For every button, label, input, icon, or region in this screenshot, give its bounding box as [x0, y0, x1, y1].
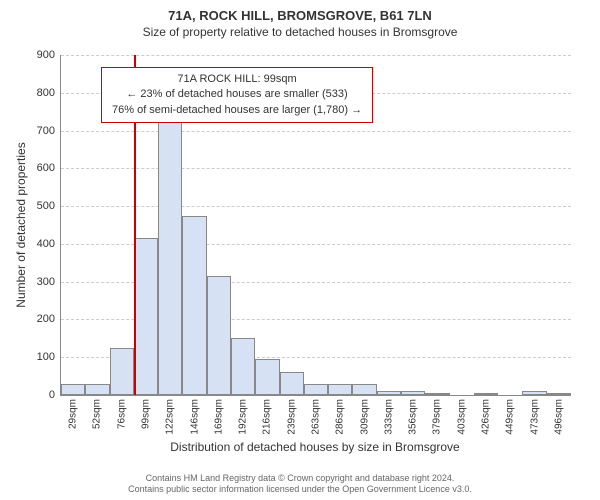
x-tick-label: 496sqm [553, 395, 564, 435]
info-box-line-2: ← 23% of detached houses are smaller (53… [112, 87, 362, 102]
footer-line-2: Contains public sector information licen… [0, 484, 600, 496]
x-tick-label: 473sqm [529, 395, 540, 435]
x-tick-label: 52sqm [92, 395, 103, 429]
histogram-bar [304, 384, 328, 395]
grid-line [61, 168, 571, 169]
x-tick-label: 239sqm [286, 395, 297, 435]
y-tick-label: 100 [37, 351, 61, 363]
info-box: 71A ROCK HILL: 99sqm← 23% of detached ho… [101, 67, 373, 123]
y-tick-label: 200 [37, 313, 61, 325]
histogram-bar [61, 384, 85, 395]
x-tick-label: 263sqm [311, 395, 322, 435]
x-tick-label: 99sqm [141, 395, 152, 429]
grid-line [61, 206, 571, 207]
x-tick-label: 216sqm [262, 395, 273, 435]
x-tick-label: 333sqm [383, 395, 394, 435]
x-tick-label: 122sqm [165, 395, 176, 435]
page-title: 71A, ROCK HILL, BROMSGROVE, B61 7LN [0, 0, 600, 23]
y-tick-label: 800 [37, 87, 61, 99]
x-tick-label: 29sqm [68, 395, 79, 429]
histogram-bar [328, 384, 352, 395]
x-tick-label: 146sqm [189, 395, 200, 435]
y-tick-label: 300 [37, 276, 61, 288]
y-tick-label: 0 [49, 389, 61, 401]
histogram-bar [255, 359, 279, 395]
grid-line [61, 55, 571, 56]
chart-plot-area: 010020030040050060070080090029sqm52sqm76… [60, 55, 571, 396]
x-tick-label: 403sqm [456, 395, 467, 435]
x-tick-label: 169sqm [213, 395, 224, 435]
footer-attribution: Contains HM Land Registry data © Crown c… [0, 473, 600, 496]
footer-line-1: Contains HM Land Registry data © Crown c… [0, 473, 600, 485]
histogram-bar [134, 238, 158, 395]
histogram-bar [207, 276, 231, 395]
x-tick-label: 76sqm [116, 395, 127, 429]
histogram-bar [352, 384, 376, 395]
y-tick-label: 600 [37, 162, 61, 174]
x-axis-label: Distribution of detached houses by size … [60, 440, 570, 454]
chart-container: 71A, ROCK HILL, BROMSGROVE, B61 7LN Size… [0, 0, 600, 500]
y-tick-label: 700 [37, 125, 61, 137]
y-tick-label: 500 [37, 200, 61, 212]
x-tick-label: 286sqm [335, 395, 346, 435]
info-box-line-3: 76% of semi-detached houses are larger (… [112, 103, 362, 118]
page-subtitle: Size of property relative to detached ho… [0, 23, 600, 39]
y-tick-label: 400 [37, 238, 61, 250]
y-tick-label: 900 [37, 49, 61, 61]
x-tick-label: 379sqm [432, 395, 443, 435]
info-box-line-1: 71A ROCK HILL: 99sqm [112, 72, 362, 87]
x-tick-label: 309sqm [359, 395, 370, 435]
x-tick-label: 449sqm [505, 395, 516, 435]
x-tick-label: 356sqm [408, 395, 419, 435]
histogram-bar [85, 384, 109, 395]
y-axis-label: Number of detached properties [14, 142, 28, 307]
histogram-bar [280, 372, 304, 395]
histogram-bar [158, 112, 182, 395]
x-tick-label: 192sqm [238, 395, 249, 435]
histogram-bar [182, 216, 206, 395]
grid-line [61, 131, 571, 132]
histogram-bar [110, 348, 134, 395]
x-tick-label: 426sqm [481, 395, 492, 435]
histogram-bar [231, 338, 255, 395]
